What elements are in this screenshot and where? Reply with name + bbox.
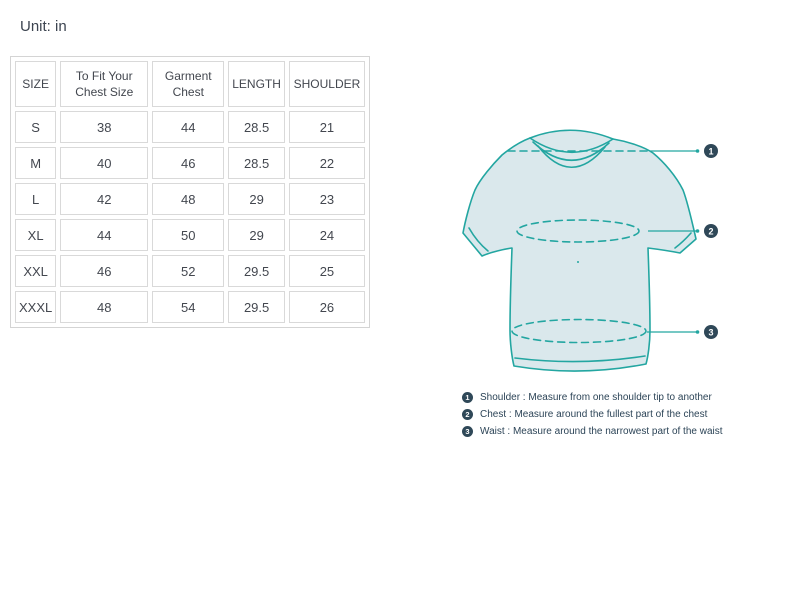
column-header-shoulder: SHOULDER [288, 61, 365, 107]
waist-pointer-dot [695, 330, 700, 334]
tshirt-measurement-diagram: 1 2 3 [462, 129, 718, 372]
cell-length: 28.5 [228, 147, 285, 179]
marker-2-badge [704, 224, 718, 238]
left-sleeve-cuff-line [468, 227, 489, 252]
cell-tofit-chest: 48 [60, 291, 149, 323]
table-row-xxxl: XXXL 48 54 29.5 26 [15, 291, 365, 323]
cell-tofit-chest: 44 [60, 219, 149, 251]
marker-2-number: 2 [708, 226, 713, 236]
cell-garment-chest: 46 [152, 147, 225, 179]
table-header-row: SIZE To Fit Your Chest Size Garment Ches… [15, 61, 365, 107]
unit-label: Unit: in [20, 18, 67, 35]
cell-shoulder: 24 [288, 219, 365, 251]
cell-tofit-chest: 38 [60, 111, 149, 143]
size-chart-table: SIZE To Fit Your Chest Size Garment Ches… [10, 56, 370, 328]
marker-1-number: 1 [708, 146, 713, 156]
cell-garment-chest: 48 [152, 183, 225, 215]
cell-tofit-chest: 46 [60, 255, 149, 287]
collar-rib-outer [529, 137, 614, 154]
marker-2-icon: 2 [462, 409, 473, 420]
cell-size: L [15, 183, 57, 215]
legend-item-waist: 3 Waist : Measure around the narrowest p… [462, 426, 723, 437]
legend-text-waist: Waist : Measure around the narrowest par… [480, 426, 723, 437]
cell-shoulder: 22 [288, 147, 365, 179]
cell-size: M [15, 147, 57, 179]
cell-tofit-chest: 42 [60, 183, 149, 215]
cell-length: 28.5 [228, 111, 285, 143]
marker-1-badge [704, 144, 718, 158]
measurement-legend: 1 Shoulder : Measure from one shoulder t… [462, 392, 723, 443]
waist-dashed-ellipse [511, 318, 647, 344]
cell-garment-chest: 50 [152, 219, 225, 251]
tshirt-body-shape [462, 129, 697, 372]
shoulder-pointer-dot [695, 149, 700, 153]
legend-text-shoulder: Shoulder : Measure from one shoulder tip… [480, 392, 712, 403]
cell-length: 29 [228, 219, 285, 251]
table-row-s: S 38 44 28.5 21 [15, 111, 365, 143]
column-header-length: LENGTH [228, 61, 285, 107]
bottom-hem-line [514, 355, 646, 363]
table-row-xl: XL 44 50 29 24 [15, 219, 365, 251]
cell-size: XXL [15, 255, 57, 287]
cell-shoulder: 26 [288, 291, 365, 323]
table-row-m: M 40 46 28.5 22 [15, 147, 365, 179]
collar-rib-inner [537, 145, 606, 169]
cell-size: S [15, 111, 57, 143]
right-sleeve-cuff-line [674, 232, 692, 249]
center-dot [577, 261, 579, 263]
column-header-garment-chest: Garment Chest [152, 61, 225, 107]
table-row-l: L 42 48 29 23 [15, 183, 365, 215]
cell-length: 29.5 [228, 291, 285, 323]
cell-length: 29.5 [228, 255, 285, 287]
cell-shoulder: 25 [288, 255, 365, 287]
legend-item-chest: 2 Chest : Measure around the fullest par… [462, 409, 723, 420]
cell-size: XXXL [15, 291, 57, 323]
cell-size: XL [15, 219, 57, 251]
table-row-xxl: XXL 46 52 29.5 25 [15, 255, 365, 287]
chest-pointer-dot [695, 229, 700, 233]
cell-length: 29 [228, 183, 285, 215]
marker-3-badge [704, 325, 718, 339]
cell-shoulder: 21 [288, 111, 365, 143]
cell-shoulder: 23 [288, 183, 365, 215]
cell-garment-chest: 54 [152, 291, 225, 323]
cell-garment-chest: 52 [152, 255, 225, 287]
marker-3-number: 3 [708, 327, 713, 337]
column-header-size: SIZE [15, 61, 57, 107]
marker-1-icon: 1 [462, 392, 473, 403]
column-header-tofit-chest: To Fit Your Chest Size [60, 61, 149, 107]
cell-tofit-chest: 40 [60, 147, 149, 179]
chest-dashed-ellipse [516, 219, 640, 243]
cell-garment-chest: 44 [152, 111, 225, 143]
marker-3-icon: 3 [462, 426, 473, 437]
legend-item-shoulder: 1 Shoulder : Measure from one shoulder t… [462, 392, 723, 403]
legend-text-chest: Chest : Measure around the fullest part … [480, 409, 708, 420]
